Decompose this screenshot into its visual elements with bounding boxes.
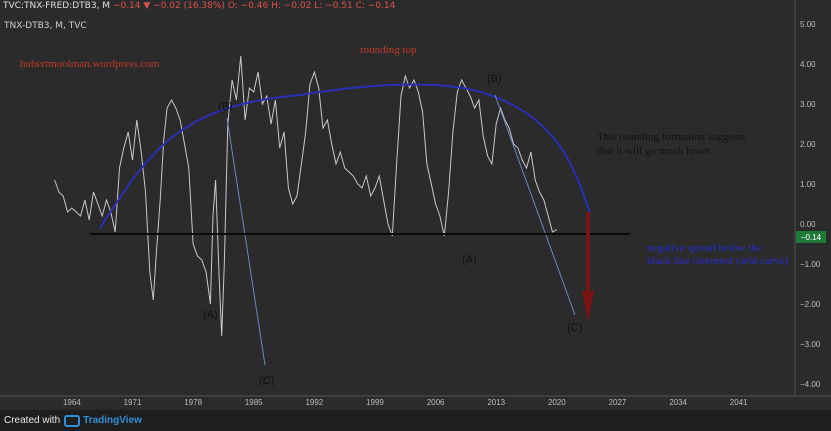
y-tick-label: 0.00 (800, 220, 816, 229)
spread-note-1: negative spread below the (647, 242, 762, 254)
y-tick-label: 2.00 (800, 140, 816, 149)
low-value: L: −0.51 (314, 1, 353, 11)
wave-label-b1: (B) (218, 101, 233, 113)
x-tick-label: 1964 (63, 398, 81, 407)
last-value-label: −0.14 (801, 233, 822, 242)
x-tick-label: 2006 (427, 398, 445, 407)
down-arrow-head (582, 291, 594, 322)
legend-header: TVC:TNX-FRED:DTB3, M −0.14 ▼ −0.02 (16.3… (3, 1, 395, 11)
y-tick-label: −4.00 (800, 380, 821, 389)
created-with-label: Created with (4, 415, 61, 426)
x-tick-label: 2020 (548, 398, 566, 407)
x-axis: 1964 1971 1978 1985 1992 1999 2006 2013 2020 2027… (63, 398, 748, 407)
x-tick-label: 2013 (487, 398, 505, 407)
y-axis: 5.00 4.00 3.00 2.00 1.00 0.00 −1.00 −2.00 −3.00 −… (800, 20, 821, 389)
wave-label-b2: (B) (487, 73, 502, 85)
x-tick-label: 2041 (730, 398, 748, 407)
high-value: H: −0.02 (271, 1, 312, 11)
wave-line-1 (226, 117, 266, 366)
x-tick-label: 1992 (305, 398, 323, 407)
y-tick-label: 4.00 (800, 60, 816, 69)
wave-label-c1: (C) (259, 375, 274, 387)
open-value: O: −0.46 (227, 1, 269, 11)
tradingview-brand-link[interactable]: TradingView (83, 415, 142, 426)
y-tick-label: −3.00 (800, 340, 821, 349)
wave-label-a2: (A) (462, 254, 477, 266)
wave-line-2 (494, 94, 576, 316)
ticker-label: TVC:TNX-FRED:DTB3, M (3, 1, 111, 11)
x-tick-label: 1985 (245, 398, 263, 407)
chart-frame: TVC:TNX-FRED:DTB3, M −0.14 ▼ −0.02 (16.3… (0, 0, 831, 410)
x-tick-label: 1999 (366, 398, 384, 407)
rounding-top-arc (99, 83, 591, 229)
y-tick-label: 1.00 (800, 180, 816, 189)
wave-label-a1: (A) (203, 309, 218, 321)
x-tick-label: 1971 (124, 398, 142, 407)
rounding-top-label: rounding top (360, 44, 417, 56)
last-value-badge (796, 231, 826, 243)
x-tick-label: 1978 (184, 398, 202, 407)
x-tick-label: 2027 (609, 398, 627, 407)
site-label: hubertmoolman.wordpress.com (20, 58, 160, 70)
x-tick-label: 2034 (669, 398, 687, 407)
tradingview-logo-icon[interactable] (64, 414, 81, 427)
y-tick-label: −1.00 (800, 260, 821, 269)
spread-series-line (54, 55, 558, 337)
forecast-note-2: that it will go much lower (597, 145, 711, 157)
price-chart[interactable]: 5.00 4.00 3.00 2.00 1.00 0.00 −1.00 −2.00 −3.00 −… (0, 0, 831, 410)
change-value: −0.14 ▼ −0.02 (16.38%) (112, 1, 225, 11)
y-tick-label: −2.00 (800, 300, 821, 309)
close-value: C: −0.14 (355, 1, 396, 11)
forecast-note-1: This rounding formation suggests (597, 131, 745, 143)
spread-note-2: black line (inverted yield curve) (647, 255, 788, 267)
footer: Created with TradingView (0, 410, 831, 431)
wave-label-c2: (C) (567, 322, 582, 334)
symbol-title: TNX-DTB3, M, TVC (4, 21, 87, 31)
y-tick-label: 3.00 (800, 100, 816, 109)
y-tick-label: 5.00 (800, 20, 816, 29)
